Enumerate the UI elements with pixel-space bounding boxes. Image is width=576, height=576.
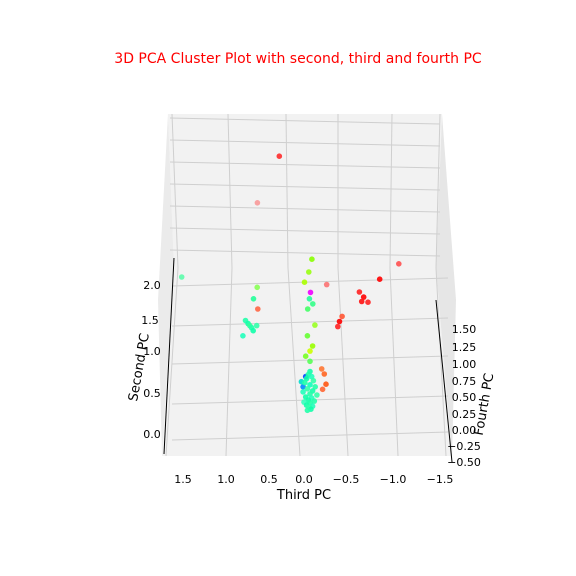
- x-axis-label: Third PC: [276, 488, 331, 503]
- scatter-point: [312, 384, 319, 390]
- x-tick-label: 1.5: [174, 473, 192, 486]
- scatter-point: [304, 306, 311, 312]
- scatter-point: [306, 296, 313, 302]
- second-pc-axis-line: [163, 257, 175, 455]
- y-tick-label: 0.0: [143, 428, 161, 441]
- scatter-point: [310, 377, 317, 384]
- y-tick-label: 1.0: [143, 345, 161, 358]
- chart-title: 3D PCA Cluster Plot with second, third a…: [114, 51, 482, 67]
- grid-line: [169, 227, 441, 235]
- scatter-points: [178, 153, 402, 414]
- grid-line: [169, 161, 441, 169]
- fourth-pc-axis-line: [435, 299, 453, 463]
- y-tick-label: 2.0: [143, 279, 161, 292]
- scatter-point: [309, 343, 316, 349]
- z-tick-label: 0.75: [452, 375, 477, 388]
- scatter-point: [360, 294, 367, 300]
- scatter-point: [250, 296, 257, 302]
- scatter-point: [358, 298, 365, 305]
- grid-line: [169, 205, 441, 213]
- scatter-point: [307, 348, 313, 354]
- scatter-point: [306, 269, 312, 275]
- scatter-point: [253, 322, 260, 329]
- scatter-point: [321, 371, 328, 377]
- x-tick-label: −1.0: [380, 473, 407, 486]
- grid-line: [287, 267, 301, 457]
- scatter-point: [312, 322, 318, 328]
- x-tick-label: −0.5: [333, 473, 360, 486]
- grid-line: [169, 249, 441, 257]
- z-tick-label: 0.50: [452, 391, 477, 404]
- scatter-point: [304, 386, 311, 392]
- scatter-point: [365, 299, 371, 306]
- scatter-point: [300, 389, 306, 395]
- scatter-point: [302, 353, 309, 360]
- z-tick-label: 0.00: [452, 424, 477, 437]
- scatter-point: [376, 276, 383, 283]
- z-tick-label: −0.50: [447, 456, 481, 469]
- scatter-point: [335, 323, 341, 330]
- scatter-point: [304, 333, 311, 339]
- grid-line: [389, 267, 399, 457]
- grid-line: [435, 267, 447, 457]
- scatter-point: [254, 306, 261, 312]
- right-wall-pane: [436, 114, 456, 456]
- scatter-point: [301, 279, 308, 286]
- scatter-point: [254, 200, 261, 206]
- scatter-point: [318, 366, 325, 372]
- scatter-point: [396, 261, 402, 267]
- scatter-point: [311, 398, 318, 404]
- grid-lines: [165, 113, 449, 457]
- scatter-point: [276, 153, 283, 159]
- grid-line: [171, 431, 449, 441]
- axis-lines: [163, 257, 453, 463]
- y-tick-label: 0.5: [143, 387, 161, 400]
- scatter-point: [304, 407, 311, 414]
- z-tick-label: 1.00: [452, 358, 477, 371]
- x-tick-label: 0.0: [295, 473, 313, 486]
- scatter-point: [307, 289, 314, 296]
- grid-line: [169, 117, 441, 125]
- scatter-point: [178, 274, 185, 280]
- scatter-point: [339, 313, 345, 320]
- grid-line: [227, 113, 233, 269]
- scatter-point: [323, 281, 330, 288]
- grid-line: [169, 183, 441, 191]
- scatter-point: [240, 333, 246, 339]
- scatter-point: [307, 358, 313, 365]
- x-tick-label: 1.0: [217, 473, 235, 486]
- scatter-point: [254, 284, 260, 291]
- floor-pane: [162, 268, 452, 456]
- left-wall-pane: [158, 114, 174, 456]
- scatter-point: [336, 318, 343, 325]
- x-tick-label: 0.5: [260, 473, 278, 486]
- grid-line: [389, 113, 393, 269]
- grid-line: [171, 317, 449, 327]
- scatter-point: [314, 392, 320, 398]
- grid-line: [171, 277, 449, 287]
- z-tick-label: −0.25: [447, 440, 481, 453]
- z-tick-label: 0.25: [452, 408, 477, 421]
- scatter-point: [302, 379, 308, 386]
- grid-line: [285, 113, 289, 269]
- x-tick-label: −1.5: [427, 473, 454, 486]
- scatter-point: [323, 381, 329, 388]
- back-pane: [168, 114, 442, 268]
- scatter-point: [310, 301, 316, 307]
- scatter-point: [309, 256, 315, 263]
- scatter-point: [319, 386, 326, 393]
- z-tick-label: 1.25: [452, 341, 477, 354]
- y-tick-label: 1.5: [141, 314, 159, 327]
- grid-line: [337, 267, 349, 457]
- grid-line: [435, 113, 441, 269]
- scatter-point: [356, 289, 363, 295]
- grid-line: [169, 139, 441, 147]
- scatter-point: [250, 327, 256, 334]
- z-tick-label: 1.50: [452, 323, 477, 336]
- grid-line: [165, 267, 179, 457]
- scatter-point: [307, 382, 313, 388]
- tick-labels: 1.5 1.0 0.5 0.0 −0.5 −1.0 −1.5 0.0 0.5 1.0 1.5 2.0 −…: [141, 279, 481, 486]
